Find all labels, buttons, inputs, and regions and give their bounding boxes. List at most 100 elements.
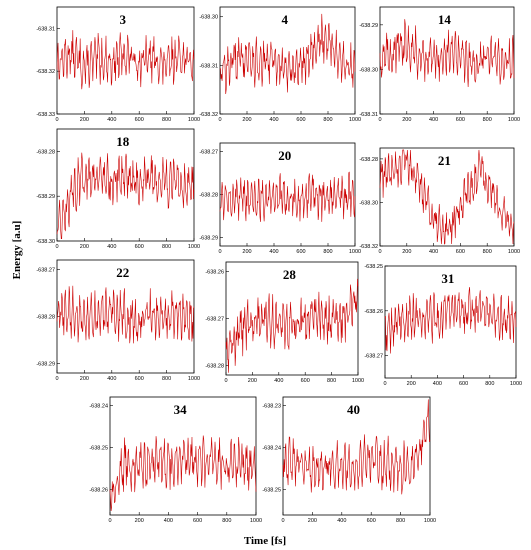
energy-series-line — [384, 287, 517, 354]
energy-series-line — [56, 30, 195, 90]
x-tick-label: 800 — [483, 117, 492, 123]
x-tick-label: 600 — [301, 378, 310, 384]
x-tick-label: 200 — [80, 376, 89, 382]
energy-series-line — [219, 171, 356, 222]
y-tick-label: -638.24 — [89, 403, 108, 409]
y-tick-label: -638.26 — [205, 269, 224, 275]
plot-frame — [219, 6, 356, 115]
x-tick-label: 800 — [222, 518, 231, 524]
x-tick-label: 400 — [429, 249, 438, 255]
energy-series-line — [56, 285, 195, 344]
x-tick-label: 800 — [162, 117, 171, 123]
y-tick-label: -638.29 — [36, 362, 55, 368]
y-tick-label: -638.24 — [262, 446, 281, 452]
y-tick-label: -638.30 — [36, 239, 55, 245]
x-tick-label: 400 — [107, 117, 116, 123]
plot-title: 3 — [120, 12, 127, 27]
y-tick-label: -638.29 — [359, 23, 378, 29]
y-tick-label: -638.23 — [262, 403, 281, 409]
plot-panel-31: 0 200 400 600 800 1000 -638.25 -638.26 -638.27 31 — [364, 264, 522, 387]
plot-title: 34 — [174, 402, 188, 417]
plot-title: 40 — [347, 402, 360, 417]
x-tick-label: 1000 — [188, 244, 200, 250]
y-tick-label: -638.28 — [205, 364, 224, 370]
energy-series-line — [219, 13, 356, 95]
x-axis-title: Time [fs] — [244, 535, 286, 547]
energy-series-line — [379, 19, 515, 88]
plot-frame — [379, 147, 515, 247]
x-tick-label: 1000 — [352, 378, 364, 384]
energy-series-line — [109, 435, 257, 512]
x-tick-label: 600 — [296, 117, 305, 123]
y-tick-label: -638.28 — [36, 149, 55, 155]
x-tick-label: 600 — [135, 244, 144, 250]
x-tick-label: 0 — [281, 518, 284, 524]
x-tick-label: 200 — [248, 378, 257, 384]
x-tick-label: 1000 — [188, 376, 200, 382]
x-tick-label: 400 — [433, 381, 442, 387]
x-tick-label: 0 — [55, 117, 58, 123]
x-tick-label: 200 — [80, 244, 89, 250]
x-tick-label: 0 — [55, 244, 58, 250]
x-tick-label: 800 — [483, 249, 492, 255]
y-tick-label: -638.25 — [89, 446, 108, 452]
plot-panel-21: 0 200 400 600 800 1000 -638.28 -638.30 -638.32 21 — [359, 147, 520, 255]
energy-series-line — [56, 152, 195, 240]
x-tick-label: 0 — [55, 376, 58, 382]
x-tick-label: 600 — [296, 249, 305, 255]
x-tick-label: 400 — [337, 518, 346, 524]
x-tick-label: 200 — [402, 117, 411, 123]
y-tick-label: -638.27 — [205, 317, 224, 323]
x-tick-label: 200 — [402, 249, 411, 255]
x-tick-label: 400 — [269, 249, 278, 255]
x-tick-label: 800 — [485, 381, 494, 387]
x-tick-label: 200 — [242, 117, 251, 123]
y-tick-label: -638.32 — [359, 244, 378, 250]
y-tick-label: -638.31 — [199, 63, 218, 69]
x-tick-label: 0 — [218, 117, 221, 123]
y-axis-title: Energy [a.u] — [11, 221, 23, 280]
plot-frame — [109, 396, 257, 516]
x-tick-label: 600 — [135, 117, 144, 123]
y-tick-label: -638.28 — [359, 157, 378, 163]
x-tick-label: 800 — [323, 249, 332, 255]
x-tick-label: 800 — [323, 117, 332, 123]
y-tick-label: -638.32 — [199, 112, 218, 118]
y-tick-label: -638.31 — [359, 112, 378, 118]
x-tick-label: 200 — [80, 117, 89, 123]
energy-series-line — [225, 278, 359, 373]
plot-panel-3: 0 200 400 600 800 1000 -638.31 -638.32 -638.33 3 — [36, 6, 200, 123]
plot-title: 31 — [441, 271, 454, 286]
plot-panel-18: 0 200 400 600 800 1000 -638.28 -638.29 -638.30 18 — [36, 128, 200, 250]
x-tick-label: 800 — [162, 376, 171, 382]
y-tick-label: -638.30 — [359, 67, 378, 73]
x-tick-label: 1000 — [349, 249, 361, 255]
x-tick-label: 600 — [456, 249, 465, 255]
plot-panel-14: 0 200 400 600 800 1000 -638.29 -638.30 -638.31 14 — [359, 6, 520, 123]
plot-frame — [282, 396, 431, 516]
plot-title: 22 — [116, 265, 129, 280]
y-tick-label: -638.25 — [262, 488, 281, 494]
energy-series-line — [379, 149, 515, 245]
x-tick-label: 1000 — [349, 117, 361, 123]
x-tick-label: 800 — [162, 244, 171, 250]
plot-panel-20: 0 200 400 600 800 1000 -638.27 -638.28 -638.29 20 — [199, 142, 361, 255]
plot-panel-34: 0 200 400 600 800 1000 -638.24 -638.25 -638.26 34 — [89, 396, 262, 524]
plot-panel-4: 0 200 400 600 800 1000 -638.30 -638.31 -638.32 4 — [199, 6, 361, 123]
x-tick-label: 400 — [164, 518, 173, 524]
x-tick-label: 400 — [274, 378, 283, 384]
y-tick-label: -638.30 — [359, 200, 378, 206]
y-tick-label: -638.27 — [364, 354, 383, 360]
y-tick-label: -638.29 — [199, 235, 218, 241]
x-tick-label: 800 — [396, 518, 405, 524]
x-tick-label: 600 — [193, 518, 202, 524]
y-tick-label: -638.29 — [36, 194, 55, 200]
x-tick-label: 1000 — [250, 518, 262, 524]
x-tick-label: 0 — [378, 249, 381, 255]
x-tick-label: 0 — [224, 378, 227, 384]
y-tick-label: -638.26 — [364, 309, 383, 315]
plot-title: 20 — [278, 148, 291, 163]
y-tick-label: -638.32 — [36, 69, 55, 75]
plot-title: 28 — [283, 267, 297, 282]
